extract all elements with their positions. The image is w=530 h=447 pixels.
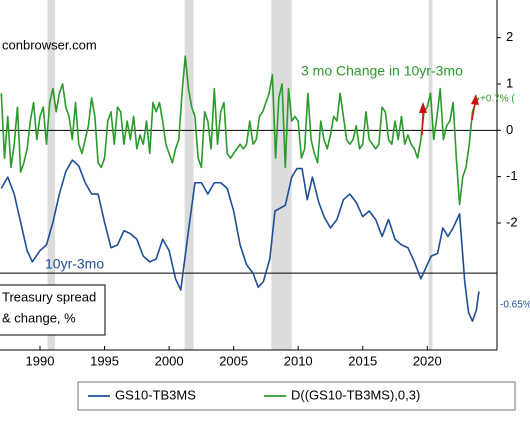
change-last-label: +0.7% ( <box>480 94 515 105</box>
recession-band <box>271 0 292 350</box>
note-box <box>0 284 106 336</box>
y2-tick-label: 1 <box>506 75 513 90</box>
legend-items: GS10-TB3MS D((GS10-TB3MS),0,3) <box>88 387 420 402</box>
recession-shading <box>47 0 433 350</box>
arrow <box>419 94 479 136</box>
legend-label: GS10-TB3MS <box>115 387 196 402</box>
recession-band <box>428 0 433 350</box>
x-tick-label: 2015 <box>348 353 377 368</box>
legend-label: D((GS10-TB3MS),0,3) <box>291 387 420 402</box>
series-line <box>0 159 480 322</box>
y2-tick-label: -2 <box>506 214 518 229</box>
note-line: & change, % <box>2 310 76 325</box>
spread-label: 10yr-3mo <box>45 256 104 272</box>
legend <box>77 381 516 411</box>
x-tick-label: 1995 <box>90 353 119 368</box>
spread-last-label: -0.65% <box>500 300 530 311</box>
y2-tick-label: -1 <box>506 168 518 183</box>
recession-band <box>47 0 56 350</box>
x-tick-label: 2010 <box>284 353 313 368</box>
change-label: 3 mo Change in 10yr-3mo <box>301 63 463 79</box>
recession-band <box>184 0 194 350</box>
y2-tick-label: 0 <box>506 122 513 137</box>
y2-tick-label: 2 <box>506 29 513 44</box>
x-tick-label: 2020 <box>413 353 442 368</box>
x-tick-label: 2000 <box>155 353 184 368</box>
plot-area <box>0 55 497 322</box>
series-line <box>0 55 480 206</box>
note-line: Treasury spread <box>2 289 96 304</box>
x-tick-label: 1990 <box>26 353 55 368</box>
source-label: conbrowser.com <box>2 37 97 52</box>
x-tick-label: 2005 <box>219 353 248 368</box>
